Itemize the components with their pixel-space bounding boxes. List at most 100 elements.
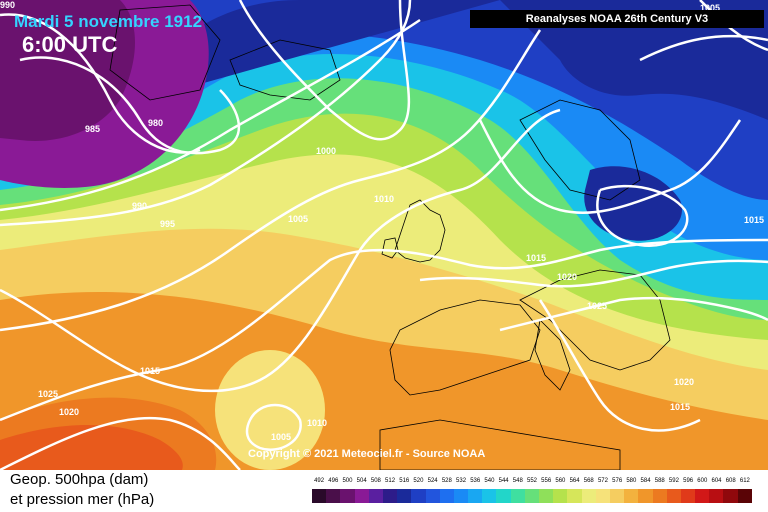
field-dark-purple bbox=[0, 0, 135, 141]
color-swatch bbox=[680, 489, 696, 503]
central-europe-outline bbox=[519, 269, 671, 371]
scale-tick-label: 524 bbox=[427, 478, 438, 484]
scandinavia-outline bbox=[519, 99, 641, 201]
color-swatch bbox=[382, 489, 398, 503]
isobar-north bbox=[699, 0, 768, 52]
scale-tick-label: 584 bbox=[640, 478, 651, 484]
isobar-1000 bbox=[238, 0, 411, 141]
scale-tick-label: 512 bbox=[385, 478, 396, 484]
isobar-label: 1015 bbox=[744, 215, 765, 225]
color-swatch bbox=[312, 489, 327, 503]
isobar-1020-sw bbox=[0, 416, 241, 470]
isobar-1005-sw bbox=[245, 403, 302, 451]
color-swatch bbox=[439, 489, 454, 503]
isobar-label: 990 bbox=[0, 0, 16, 10]
scale-tick-label: 544 bbox=[498, 478, 509, 484]
scale-tick-label: 520 bbox=[413, 478, 424, 484]
isobar-1025 bbox=[499, 296, 768, 332]
isobar-label: 1025 bbox=[38, 389, 59, 399]
color-swatch bbox=[638, 489, 653, 503]
scale-tick-label: 564 bbox=[569, 478, 580, 484]
color-scale-swatches bbox=[312, 489, 752, 503]
scale-tick-label: 608 bbox=[725, 478, 736, 484]
scale-tick-label: 528 bbox=[441, 478, 452, 484]
scale-tick-label: 532 bbox=[456, 478, 467, 484]
isobar-label: 1015 bbox=[670, 402, 691, 412]
color-swatch bbox=[524, 489, 539, 503]
source-banner: Reanalyses NOAA 26th Century V3 bbox=[470, 10, 764, 28]
color-swatch bbox=[340, 489, 355, 503]
map-date: Mardi 5 novembre 1912 bbox=[14, 12, 203, 31]
isobar-1015 bbox=[0, 238, 768, 422]
scale-tick-label: 580 bbox=[626, 478, 637, 484]
isobar-985 bbox=[0, 13, 201, 154]
color-swatch bbox=[723, 489, 738, 503]
isobar-980 bbox=[19, 56, 240, 155]
scale-tick-label: 600 bbox=[697, 478, 708, 484]
scale-tick-label: 588 bbox=[654, 478, 665, 484]
isobar-1020 bbox=[419, 259, 768, 288]
color-swatch bbox=[468, 489, 483, 503]
map-time: 6:00 UTC bbox=[22, 32, 118, 57]
scale-tick-label: 612 bbox=[739, 478, 750, 484]
north-africa-outline bbox=[379, 419, 621, 470]
scale-tick-label: 536 bbox=[470, 478, 481, 484]
color-swatch bbox=[609, 489, 625, 503]
color-swatch bbox=[354, 489, 369, 503]
isobar-1010 bbox=[0, 108, 561, 393]
isobar-1005 bbox=[0, 29, 542, 332]
scale-tick-label: 560 bbox=[555, 478, 566, 484]
color-scale: 492 496 500 504 508 512 516 520 524 528 532 536 540 5… bbox=[312, 478, 752, 508]
scale-tick-label: 592 bbox=[668, 478, 679, 484]
scale-tick-label: 568 bbox=[583, 478, 594, 484]
scale-tick-label: 552 bbox=[526, 478, 538, 484]
color-scale-ticks: 492 496 500 504 508 512 516 520 524 528 532 536 540 5… bbox=[312, 478, 752, 487]
weather-map bbox=[0, 0, 768, 470]
iceland-outline bbox=[229, 39, 341, 101]
color-swatch bbox=[666, 489, 681, 503]
isobar-label: 980 bbox=[148, 118, 164, 128]
isobar-label: 995 bbox=[160, 219, 176, 229]
scale-tick-label: 496 bbox=[328, 478, 339, 484]
isobar-990 bbox=[0, 18, 421, 212]
isobar-label: 1000 bbox=[316, 146, 337, 156]
isobar-995 bbox=[0, 0, 412, 227]
isobar-label: 1005 bbox=[700, 3, 721, 13]
great-britain-outline bbox=[394, 199, 446, 263]
color-swatch bbox=[496, 489, 511, 503]
isobar-1015-ne bbox=[478, 119, 742, 214]
scale-tick-label: 604 bbox=[711, 478, 722, 484]
isobar-1020-se bbox=[538, 299, 701, 432]
isobar-label: 985 bbox=[85, 124, 101, 134]
isobar-label: 1020 bbox=[674, 377, 695, 387]
isobar-label: 1015 bbox=[140, 366, 161, 376]
isobar-label: 1010 bbox=[374, 194, 395, 204]
color-swatch bbox=[453, 489, 469, 503]
isobar-1015-low bbox=[596, 184, 689, 248]
scale-tick-label: 500 bbox=[342, 478, 353, 484]
scale-tick-label: 540 bbox=[484, 478, 495, 484]
isobar-label: 1005 bbox=[288, 214, 309, 224]
color-swatch bbox=[652, 489, 667, 503]
color-swatch bbox=[539, 489, 554, 503]
color-swatch bbox=[326, 489, 341, 503]
scale-tick-label: 556 bbox=[541, 478, 552, 484]
isobar-label: 1015 bbox=[526, 253, 547, 263]
color-swatch bbox=[737, 489, 752, 503]
isobar-label: 1025 bbox=[587, 301, 608, 311]
ireland-outline bbox=[381, 237, 399, 259]
scale-tick-label: 572 bbox=[597, 478, 608, 484]
scale-tick-label: 576 bbox=[612, 478, 623, 484]
color-swatch bbox=[425, 489, 440, 503]
color-swatch bbox=[553, 489, 568, 503]
field-yellow-spot bbox=[215, 350, 325, 470]
isobar-label: 1005 bbox=[271, 432, 292, 442]
legend-pressure-label: et pression mer (hPa) bbox=[10, 491, 155, 508]
isobar-label: 1020 bbox=[557, 272, 578, 282]
field-red bbox=[0, 425, 183, 470]
coastlines bbox=[109, 4, 671, 470]
color-swatch bbox=[595, 489, 610, 503]
isobar-label: 1020 bbox=[59, 407, 80, 417]
color-swatch bbox=[397, 489, 412, 503]
